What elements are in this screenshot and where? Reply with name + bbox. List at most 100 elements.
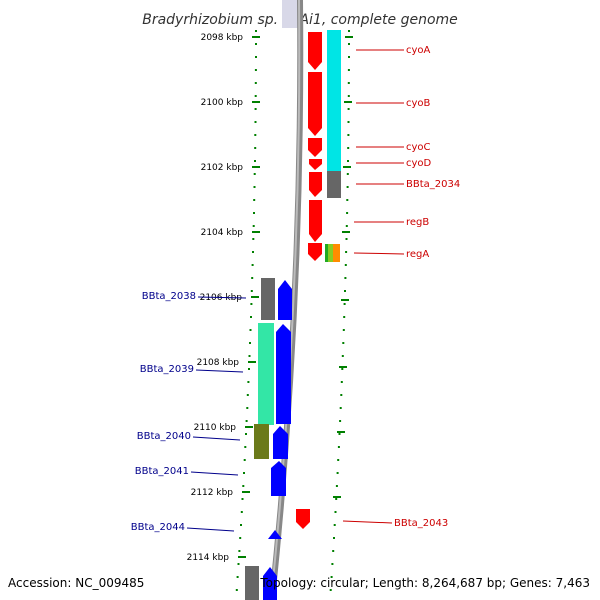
label-leader (195, 369, 244, 373)
cyan-feature[interactable] (327, 30, 341, 172)
scale-dot-right (344, 264, 347, 266)
scale-dot-left (255, 30, 257, 32)
gene-arrow-BBta_2043[interactable] (296, 509, 310, 529)
olive-feature[interactable] (254, 424, 269, 459)
tick-label: 2114 kbp (187, 553, 230, 563)
scale-dot-left (251, 277, 254, 279)
scale-dot-left (243, 459, 246, 461)
lime-feature[interactable] (328, 244, 333, 262)
gene-arrow-BBta_2044[interactable] (268, 530, 282, 539)
gene-arrow-BBta_2039[interactable] (276, 324, 291, 424)
scale-dot-left (250, 316, 252, 318)
scale-dot-left (245, 420, 248, 422)
scale-dot-right (347, 108, 350, 110)
scale-dot-right (335, 485, 338, 487)
scale-dot-right (340, 381, 343, 383)
gene-arrow-BBta_2038[interactable] (278, 280, 292, 320)
gene-arrow-cyoC[interactable] (308, 138, 322, 157)
scale-dot-right (346, 199, 349, 201)
scale-dot-right (344, 277, 347, 279)
tick-label: 2112 kbp (191, 488, 234, 498)
scale-dot-left (254, 108, 257, 110)
scale-dot-right (345, 225, 348, 227)
gray-feature-bottom[interactable] (245, 566, 259, 600)
genome-backbone-highlight (270, 0, 301, 600)
scale-dot-left (254, 69, 257, 71)
accession-label: Accession: NC_009485 (8, 576, 144, 590)
gene-arrow-cyoA[interactable] (308, 32, 322, 70)
teal-feature[interactable] (258, 323, 274, 425)
gene-label-BBta_2040[interactable]: BBta_2040 (137, 431, 191, 442)
scale-dot-left (254, 134, 257, 136)
gene-arrow-BBta_2034[interactable] (309, 172, 322, 197)
scale-dot-left (251, 264, 254, 266)
scale-dot-right (341, 368, 344, 370)
gene-label-cyoC[interactable]: cyoC (406, 142, 431, 153)
scale-dot-right (342, 342, 345, 344)
label-leader (192, 436, 241, 441)
gene-arrow-cyoD[interactable] (309, 159, 322, 170)
label-leader (190, 471, 239, 476)
scale-dot-left (240, 511, 243, 513)
reverse-labels: BBta_2038 BBta_2039 BBta_2040 BBta_2041 … (131, 291, 247, 533)
tick-label: 2100 kbp (201, 98, 244, 108)
scale-dot-left (254, 95, 257, 97)
scale-dot-right (348, 56, 350, 58)
scale-dot-right (336, 472, 339, 474)
gene-label-BBta_2043[interactable]: BBta_2043 (394, 518, 448, 529)
scale-dot-right (347, 134, 350, 136)
scale-dot-left (253, 173, 256, 175)
scale-dot-left (255, 43, 257, 45)
orange-feature[interactable] (333, 244, 340, 262)
gray-feature[interactable] (327, 171, 341, 198)
tick-label: 2110 kbp (194, 423, 237, 433)
gene-label-BBta_2044[interactable]: BBta_2044 (131, 522, 185, 533)
label-leader (353, 252, 405, 255)
gene-arrow-regB[interactable] (309, 200, 322, 242)
scale-dot-right (347, 147, 350, 149)
scale-dot-right (331, 563, 334, 565)
gene-label-BBta_2039[interactable]: BBta_2039 (140, 364, 194, 375)
scale-dot-left (238, 550, 241, 552)
tick-label: 2104 kbp (201, 228, 244, 238)
scale-dot-left (237, 563, 240, 565)
scale-dot-right (330, 576, 333, 578)
scale-dot-left (242, 485, 245, 487)
gene-label-BBta_2041[interactable]: BBta_2041 (135, 466, 189, 477)
scale-dot-left (252, 225, 255, 227)
genome-summary: Topology: circular; Length: 8,264,687 bp… (259, 576, 590, 590)
scale-dot-right (332, 550, 335, 552)
scale-dot-right (337, 446, 340, 448)
scale-dot-left (253, 199, 256, 201)
scale-dot-right (345, 251, 348, 253)
label-leader (197, 296, 247, 299)
scale-dot-left (255, 56, 257, 58)
gene-label-cyoB[interactable]: cyoB (406, 98, 431, 109)
scale-dot-right (335, 498, 338, 500)
gene-arrow-cyoB[interactable] (308, 72, 322, 136)
gene-arrow-regA[interactable] (308, 243, 322, 261)
gene-label-BBta_2034[interactable]: BBta_2034 (406, 179, 460, 190)
scale-dot-left (253, 212, 255, 214)
label-leader (186, 527, 235, 532)
gene-label-BBta_2038[interactable]: BBta_2038 (142, 291, 196, 302)
reverse-features (245, 278, 292, 600)
gene-label-regA[interactable]: regA (406, 249, 429, 260)
tick-label: 2106 kbp (200, 293, 243, 303)
scale-dot-right (333, 537, 335, 539)
scale-dot-left (236, 576, 239, 578)
gene-label-regB[interactable]: regB (406, 217, 429, 228)
gene-arrow-BBta_2040[interactable] (273, 426, 288, 459)
scale-dot-left (249, 329, 252, 331)
scale-dot-right (347, 69, 350, 71)
scale-dot-right (343, 316, 346, 318)
gene-label-cyoD[interactable]: cyoD (406, 158, 432, 169)
scale-dot-left (243, 472, 245, 474)
gray-feature-2038[interactable] (261, 278, 275, 320)
scale-dot-left (252, 251, 254, 253)
gene-arrow-bottom[interactable] (263, 567, 277, 600)
gene-label-cyoA[interactable]: cyoA (406, 45, 431, 56)
gene-arrow-BBta_2041[interactable] (271, 461, 286, 496)
scale-dot-right (347, 95, 350, 97)
